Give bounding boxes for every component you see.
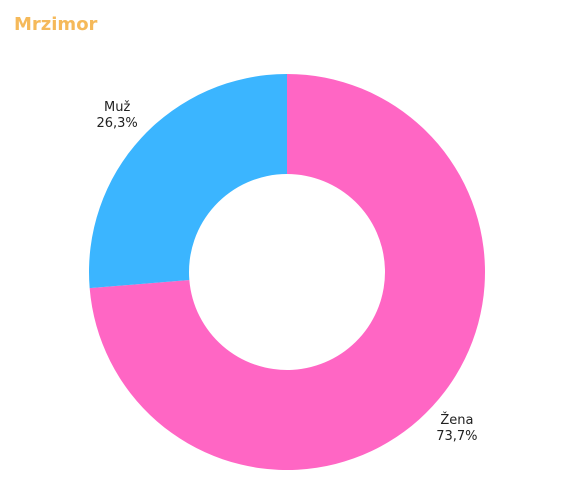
- slice: [89, 74, 287, 289]
- slice: [89, 74, 485, 470]
- value-label: 26,3%: [96, 116, 137, 131]
- slice-label: Žena: [440, 412, 473, 428]
- chart-title: Mrzimor: [14, 14, 98, 35]
- value-label: 73,7%: [436, 429, 477, 444]
- slice-label: Muž: [104, 100, 130, 115]
